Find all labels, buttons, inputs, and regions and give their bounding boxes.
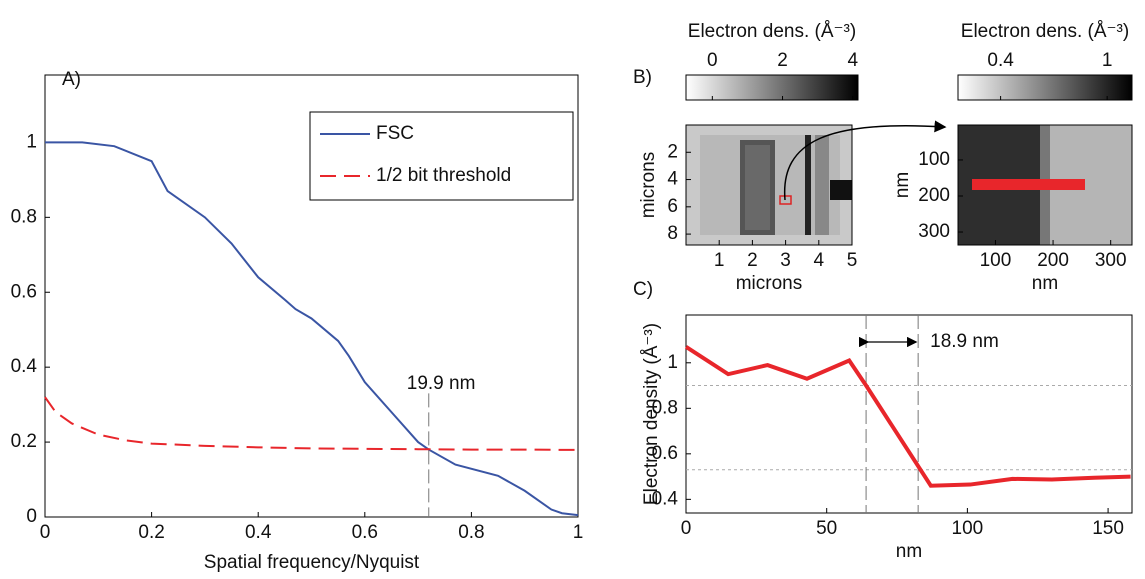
x-tick-label: 3 (780, 250, 791, 271)
y-tick-label: 4 (667, 169, 678, 190)
x-tick-label: 50 (816, 518, 837, 539)
x-tick-label: 0 (681, 518, 692, 539)
y-tick-label: 100 (918, 149, 950, 170)
y-tick-label: 8 (667, 223, 678, 244)
panel-label: C) (633, 279, 653, 300)
axes-frame (685, 314, 1133, 514)
y-tick-label: 1 (26, 131, 37, 152)
y-tick-label: 0.8 (652, 397, 678, 418)
x-tick-label: 300 (1095, 250, 1127, 271)
colorbar-label: Electron dens. (Å⁻³) (961, 21, 1129, 42)
colorbar-label: Electron dens. (Å⁻³) (688, 21, 856, 42)
x-tick-label: 4 (814, 250, 825, 271)
colorbar-tick-label: 1 (1102, 50, 1113, 71)
x-tick-label: 0.8 (458, 522, 484, 543)
axes-frame (685, 124, 853, 246)
y-tick-label: 300 (918, 221, 950, 242)
colorbar (685, 74, 859, 101)
y-tick-label: 0.8 (11, 206, 37, 227)
x-tick-label: 0.4 (245, 522, 272, 543)
legend-box (309, 111, 574, 201)
x-axis-label: Spatial frequency/Nyquist (204, 552, 420, 573)
x-tick-label: 1 (714, 250, 725, 271)
x-axis-label: nm (896, 541, 922, 562)
x-tick-label: 150 (1092, 518, 1124, 539)
colorbar-tick-label: 2 (777, 50, 788, 71)
y-axis-label: Electron density (Å⁻³) (641, 323, 662, 505)
y-tick-label: 1 (667, 352, 678, 373)
colorbar-tick-label: 0 (707, 50, 718, 71)
y-tick-label: 2 (667, 141, 678, 162)
x-tick-label: 5 (847, 250, 858, 271)
annotation: 18.9 nm (930, 331, 999, 352)
x-tick-label: 2 (747, 250, 758, 271)
annotation: 19.9 nm (407, 373, 476, 394)
data-line (44, 396, 579, 451)
x-tick-label: 1 (573, 522, 584, 543)
legend-label: 1/2 bit threshold (376, 165, 511, 186)
y-tick-label: 200 (918, 185, 950, 206)
x-tick-label: 0 (40, 522, 51, 543)
image-left (686, 125, 852, 245)
y-tick-label: 6 (667, 196, 678, 217)
y-tick-label: 0 (26, 506, 37, 527)
y-tick-label: 0.6 (652, 443, 678, 464)
colorbar (957, 74, 1133, 101)
y-tick-label: 0.4 (652, 488, 679, 509)
y-tick-label: 0.4 (11, 356, 38, 377)
panel-label: A) (62, 69, 81, 90)
y-axis-label: microns (638, 152, 659, 219)
x-tick-label: 100 (952, 518, 984, 539)
image-right (958, 125, 1132, 245)
data-line (684, 345, 1131, 488)
zoom-arrow (783, 120, 947, 201)
y-tick-label: 0.2 (11, 431, 37, 452)
axes-frame (44, 74, 579, 518)
x-tick-label: 200 (1037, 250, 1069, 271)
x-axis-label: microns (736, 273, 803, 294)
y-tick-label: 0.6 (11, 281, 37, 302)
x-tick-label: 100 (980, 250, 1012, 271)
colorbar-tick-label: 4 (847, 50, 858, 71)
x-tick-label: 0.2 (138, 522, 164, 543)
colorbar-tick-label: 0.4 (987, 50, 1014, 71)
panel-label: B) (633, 67, 652, 88)
x-axis-label: nm (1032, 273, 1058, 294)
y-axis-label: nm (892, 172, 913, 198)
x-tick-label: 0.6 (352, 522, 378, 543)
legend-label: FSC (376, 123, 414, 144)
axes-frame (957, 124, 1133, 246)
data-line (45, 141, 579, 517)
